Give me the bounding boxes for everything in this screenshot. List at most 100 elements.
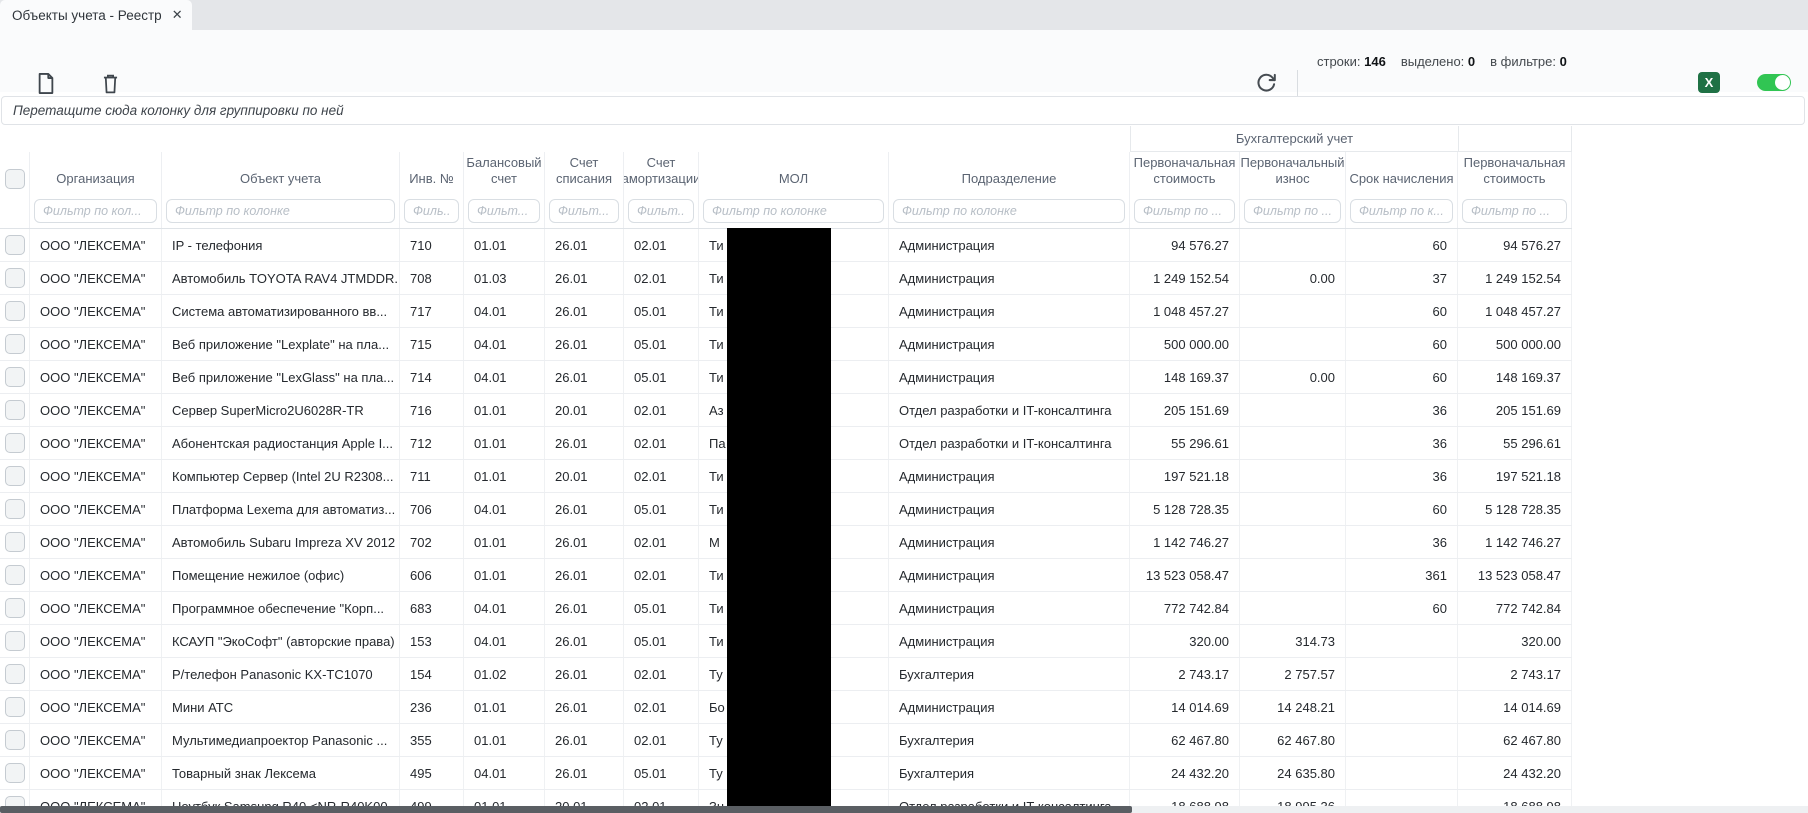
filter-empty-cell xyxy=(0,196,30,228)
cell-cost1: 772 742.84 xyxy=(1130,592,1240,624)
row-checkbox[interactable] xyxy=(4,334,25,354)
cell-amort: 05.01 xyxy=(624,295,699,327)
column-header-amort[interactable]: Счет амортизации xyxy=(624,152,699,196)
cell-term xyxy=(1346,658,1458,690)
filter-input-bal[interactable] xyxy=(468,199,540,223)
close-icon[interactable]: ✕ xyxy=(171,7,183,22)
cell-amort: 02.01 xyxy=(624,229,699,261)
cell-term xyxy=(1346,724,1458,756)
cell-inv: 236 xyxy=(400,691,464,723)
row-select-cell xyxy=(0,328,30,360)
column-header-cost1[interactable]: Первоначальная стоимость xyxy=(1130,152,1240,196)
filter-input-object[interactable] xyxy=(166,199,395,223)
column-header-cost2[interactable]: Первоначальная стоимость xyxy=(1458,152,1572,196)
row-checkbox[interactable] xyxy=(4,631,25,651)
row-checkbox[interactable] xyxy=(4,763,25,783)
filter-input-dept[interactable] xyxy=(893,199,1125,223)
cell-cost2: 1 249 152.54 xyxy=(1458,262,1572,294)
filter-input-org[interactable] xyxy=(34,199,157,223)
cell-mol: Ти xyxy=(699,493,889,525)
filter-input-spis[interactable] xyxy=(549,199,619,223)
cell-inv: 495 xyxy=(400,757,464,789)
row-checkbox[interactable] xyxy=(4,268,25,288)
horizontal-scrollbar[interactable] xyxy=(0,806,1808,813)
row-checkbox[interactable] xyxy=(4,433,25,453)
cell-cost1: 14 014.69 xyxy=(1130,691,1240,723)
column-header-object[interactable]: Объект учета xyxy=(162,152,400,196)
cell-term xyxy=(1346,757,1458,789)
cell-spis: 26.01 xyxy=(545,493,624,525)
row-checkbox[interactable] xyxy=(4,697,25,717)
scrollbar-thumb[interactable] xyxy=(0,806,1132,813)
row-checkbox[interactable] xyxy=(4,499,25,519)
tab-objects-registry[interactable]: Объекты учета - Реестр ✕ xyxy=(0,0,192,30)
column-header-wear[interactable]: Первоначальный износ xyxy=(1240,152,1346,196)
cell-mol: Ти xyxy=(699,625,889,657)
redaction-overlay xyxy=(727,228,831,806)
cell-cost1: 55 296.61 xyxy=(1130,427,1240,459)
column-header-inv[interactable]: Инв. № xyxy=(400,152,464,196)
cell-term: 60 xyxy=(1346,493,1458,525)
cell-dept: Администрация xyxy=(889,328,1130,360)
cell-mol: Ти xyxy=(699,229,889,261)
cell-object: IP - телефония xyxy=(162,229,400,261)
column-header-label: Первоначальный износ xyxy=(1240,154,1345,187)
cell-org: ООО "ЛЕКСЕМА" xyxy=(30,295,162,327)
cell-inv: 708 xyxy=(400,262,464,294)
cell-amort: 02.01 xyxy=(624,262,699,294)
cell-wear: 0.00 xyxy=(1240,361,1346,393)
cell-org: ООО "ЛЕКСЕМА" xyxy=(30,625,162,657)
filter-input-inv[interactable] xyxy=(404,199,459,223)
cell-org: ООО "ЛЕКСЕМА" xyxy=(30,493,162,525)
filter-input-mol[interactable] xyxy=(703,199,884,223)
cell-dept: Администрация xyxy=(889,460,1130,492)
filter-input-amort[interactable] xyxy=(628,199,694,223)
filter-input-cost1[interactable] xyxy=(1134,199,1235,223)
cell-bal: 04.01 xyxy=(464,328,545,360)
cell-spis: 20.01 xyxy=(545,460,624,492)
filter-input-wear[interactable] xyxy=(1244,199,1341,223)
cell-org: ООО "ЛЕКСЕМА" xyxy=(30,526,162,558)
filter-input-term[interactable] xyxy=(1350,199,1453,223)
cell-bal: 01.01 xyxy=(464,460,545,492)
row-select-cell xyxy=(0,394,30,426)
cell-term: 36 xyxy=(1346,427,1458,459)
select-all-checkbox[interactable] xyxy=(4,169,25,189)
cell-org: ООО "ЛЕКСЕМА" xyxy=(30,262,162,294)
row-checkbox[interactable] xyxy=(4,367,25,387)
row-checkbox[interactable] xyxy=(4,301,25,321)
column-header-bal[interactable]: Балансовый счет xyxy=(464,152,545,196)
group-header-spacer xyxy=(0,126,1130,152)
row-checkbox[interactable] xyxy=(4,466,25,486)
row-checkbox[interactable] xyxy=(4,532,25,552)
cell-object: Платформа Lexema для автоматиз... xyxy=(162,493,400,525)
row-checkbox[interactable] xyxy=(4,235,25,255)
row-checkbox[interactable] xyxy=(4,664,25,684)
toolbar: Создать Удалить Обновить строки: 146 выд… xyxy=(0,30,1808,113)
column-header-dept[interactable]: Подразделение xyxy=(889,152,1130,196)
cell-dept: Отдел разработки и IT-консалтинга xyxy=(889,394,1130,426)
column-group-header-empty xyxy=(1458,126,1572,152)
column-header-org[interactable]: Организация xyxy=(30,152,162,196)
column-header-mol[interactable]: МОЛ xyxy=(699,152,889,196)
cell-spis: 26.01 xyxy=(545,658,624,690)
cell-bal: 04.01 xyxy=(464,361,545,393)
column-header-term[interactable]: Срок начисления xyxy=(1346,152,1458,196)
group-by-hint: Перетащите сюда колонку для группировки … xyxy=(13,103,344,118)
cell-org: ООО "ЛЕКСЕМА" xyxy=(30,691,162,723)
row-checkbox[interactable] xyxy=(4,400,25,420)
group-by-bar[interactable]: Перетащите сюда колонку для группировки … xyxy=(1,96,1805,125)
filter-input-cost2[interactable] xyxy=(1462,199,1567,223)
cell-cost2: 1 048 457.27 xyxy=(1458,295,1572,327)
cell-inv: 706 xyxy=(400,493,464,525)
column-header-label: МОЛ xyxy=(778,171,809,187)
cell-bal: 04.01 xyxy=(464,757,545,789)
row-checkbox[interactable] xyxy=(4,730,25,750)
column-group-header-accounting[interactable]: Бухгалтерский учет xyxy=(1130,126,1458,152)
cell-org: ООО "ЛЕКСЕМА" xyxy=(30,328,162,360)
toggle-on-icon[interactable] xyxy=(1757,74,1791,91)
column-header-spis[interactable]: Счет списания xyxy=(545,152,624,196)
row-checkbox[interactable] xyxy=(4,598,25,618)
cell-amort: 02.01 xyxy=(624,460,699,492)
row-checkbox[interactable] xyxy=(4,565,25,585)
